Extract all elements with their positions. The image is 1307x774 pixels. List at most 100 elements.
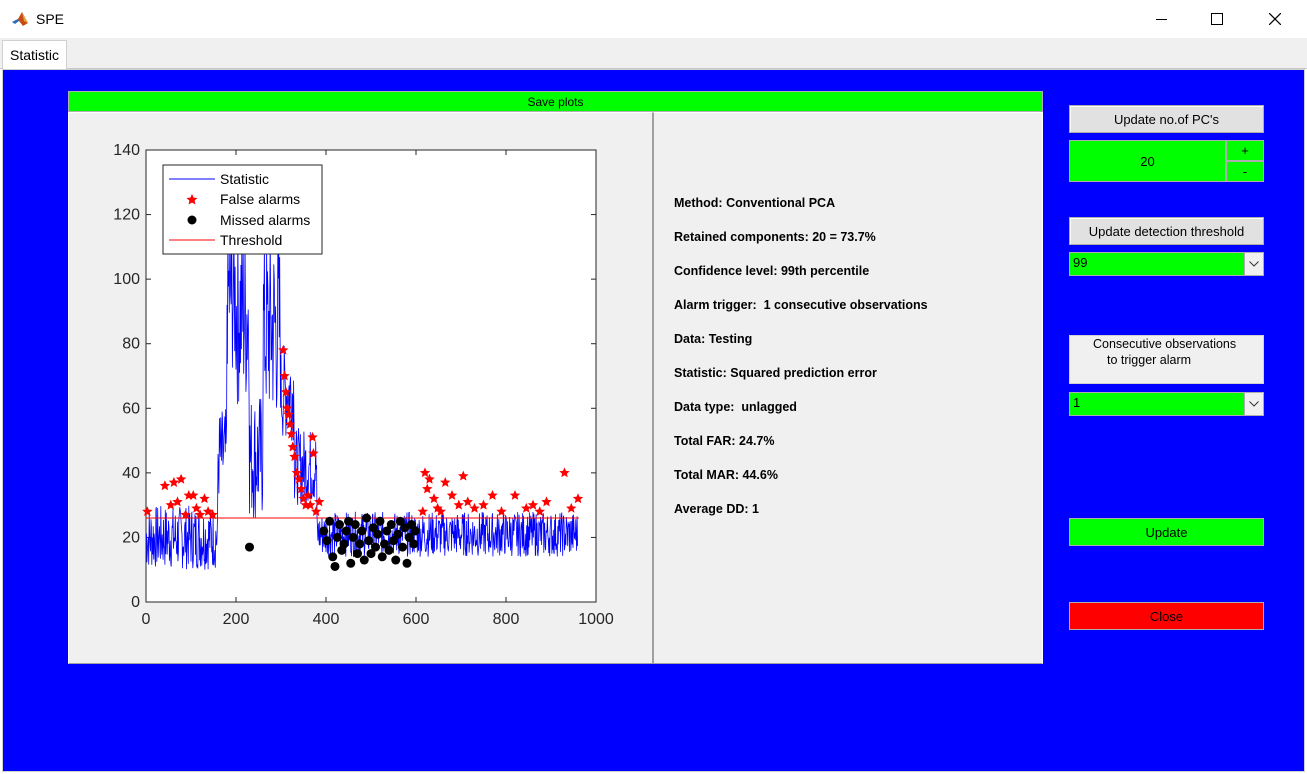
false-alarm-point [572, 493, 584, 504]
missed-alarm-point [353, 549, 362, 559]
threshold-dropdown[interactable]: 99 [1069, 252, 1264, 276]
update-button[interactable]: Update [1069, 518, 1264, 546]
false-alarm-point [308, 448, 319, 458]
false-alarm-point [566, 502, 577, 513]
false-alarm-point [172, 496, 183, 507]
missed-alarm-point [375, 516, 385, 526]
false-alarm-point [305, 499, 316, 510]
close-icon [1269, 13, 1281, 25]
info-statistic: Statistic: Squared prediction error [674, 366, 877, 380]
window-title: SPE [36, 11, 65, 27]
y-tick-label: 20 [122, 529, 140, 546]
consecutive-label-line1: Consecutive observations [1093, 337, 1237, 351]
missed-alarm-point [344, 516, 353, 526]
info-retained-components: Retained components: 20 = 73.7% [674, 230, 876, 244]
x-tick-label: 1000 [578, 611, 614, 628]
consecutive-dropdown[interactable]: 1 [1069, 392, 1264, 416]
tab-statistic[interactable]: Statistic [2, 40, 67, 69]
false-alarm-point [165, 499, 176, 510]
y-tick-label: 80 [122, 336, 140, 353]
false-alarm-point [289, 451, 300, 462]
false-alarm-point [440, 477, 451, 487]
legend-false-alarm-label: False alarms [220, 191, 300, 207]
false-alarm-point [424, 473, 435, 484]
legend-false-alarm-swatch [186, 194, 198, 205]
close-window-button[interactable] [1246, 0, 1304, 38]
info-alarm-trigger: Alarm trigger: 1 consecutive observation… [674, 298, 928, 312]
false-alarm-point [287, 441, 298, 452]
matlab-app-icon [12, 12, 28, 26]
false-alarm-point [559, 467, 570, 478]
y-tick-label: 40 [122, 465, 140, 482]
y-tick-label: 100 [113, 271, 140, 288]
chevron-down-icon [1244, 253, 1263, 275]
missed-alarm-point [328, 552, 338, 562]
missed-alarm-point [389, 536, 398, 546]
missed-alarm-point [335, 520, 344, 530]
false-alarm-point [199, 493, 210, 504]
false-alarm-point [310, 506, 322, 516]
missed-alarm-point [371, 542, 380, 552]
chevron-down-icon [1244, 393, 1263, 415]
missed-alarm-point [402, 558, 412, 568]
update-threshold-button[interactable]: Update detection threshold [1069, 217, 1264, 245]
missed-alarm-point [395, 516, 405, 526]
missed-alarm-point [357, 526, 367, 536]
missed-alarm-point [366, 549, 376, 559]
false-alarm-point [521, 502, 532, 513]
false-alarm-point [175, 473, 187, 484]
consecutive-dropdown-value: 1 [1073, 395, 1081, 410]
false-alarm-point [428, 493, 440, 504]
missed-alarm-point [380, 539, 389, 549]
threshold-dropdown-value: 99 [1073, 255, 1088, 270]
false-alarm-point [279, 370, 290, 381]
false-alarm-point [478, 499, 489, 510]
missed-alarm-point [330, 561, 340, 571]
pcs-decrement-button[interactable]: - [1226, 161, 1264, 182]
false-alarm-point [159, 480, 171, 491]
false-alarm-point [296, 483, 307, 494]
false-alarm-point [496, 506, 507, 516]
consecutive-observations-label: Consecutive observations to trigger alar… [1069, 335, 1264, 384]
minimize-button[interactable] [1132, 0, 1190, 38]
x-tick-label: 0 [142, 611, 151, 628]
false-alarm-point [278, 344, 289, 355]
false-alarm-point [462, 496, 473, 507]
info-method: Method: Conventional PCA [674, 196, 836, 210]
false-alarm-point [191, 502, 202, 513]
missed-alarm-point [410, 526, 420, 536]
missed-alarm-point [341, 526, 351, 536]
false-alarm-point [284, 418, 296, 429]
false-alarm-point [435, 506, 446, 516]
y-tick-label: 140 [113, 142, 140, 159]
missed-alarm-point [319, 526, 329, 536]
save-plots-button[interactable]: Save plots [68, 91, 1043, 112]
y-tick-label: 60 [122, 400, 140, 417]
spe-chart: 0 20 40 60 80 100 120 140 0 200 400 600 800 1000 Sta… [113, 142, 614, 628]
false-alarm-point [293, 473, 305, 484]
info-total-far: Total FAR: 24.7% [674, 434, 775, 448]
legend-missed-alarm-swatch [187, 215, 197, 225]
false-alarm-point [422, 483, 433, 494]
missed-alarm-point [384, 545, 394, 555]
update-pcs-button[interactable]: Update no.of PC's [1069, 105, 1264, 133]
tab-strip [0, 38, 1307, 69]
missed-alarm-point [339, 539, 349, 549]
missed-alarm-point [391, 555, 401, 565]
false-alarm-point [417, 506, 428, 516]
pcs-value-field[interactable]: 20 [1069, 140, 1226, 182]
close-button[interactable]: Close [1069, 602, 1264, 630]
missed-alarm-point [377, 552, 387, 562]
title-bar [0, 0, 1307, 38]
missed-alarm-point [348, 532, 358, 542]
info-total-mar: Total MAR: 44.6% [674, 468, 778, 482]
missed-alarm-point [393, 529, 403, 539]
pcs-increment-button[interactable]: + [1226, 140, 1264, 161]
missed-alarm-point [350, 520, 360, 530]
info-data-type: Data type: unlagged [674, 400, 797, 414]
legend-missed-alarm-label: Missed alarms [220, 212, 310, 228]
info-data: Data: Testing [674, 332, 753, 346]
maximize-button[interactable] [1188, 0, 1246, 38]
legend: Statistic False alarms Missed alarms Thr… [162, 164, 323, 255]
false-alarm-point [286, 428, 297, 439]
